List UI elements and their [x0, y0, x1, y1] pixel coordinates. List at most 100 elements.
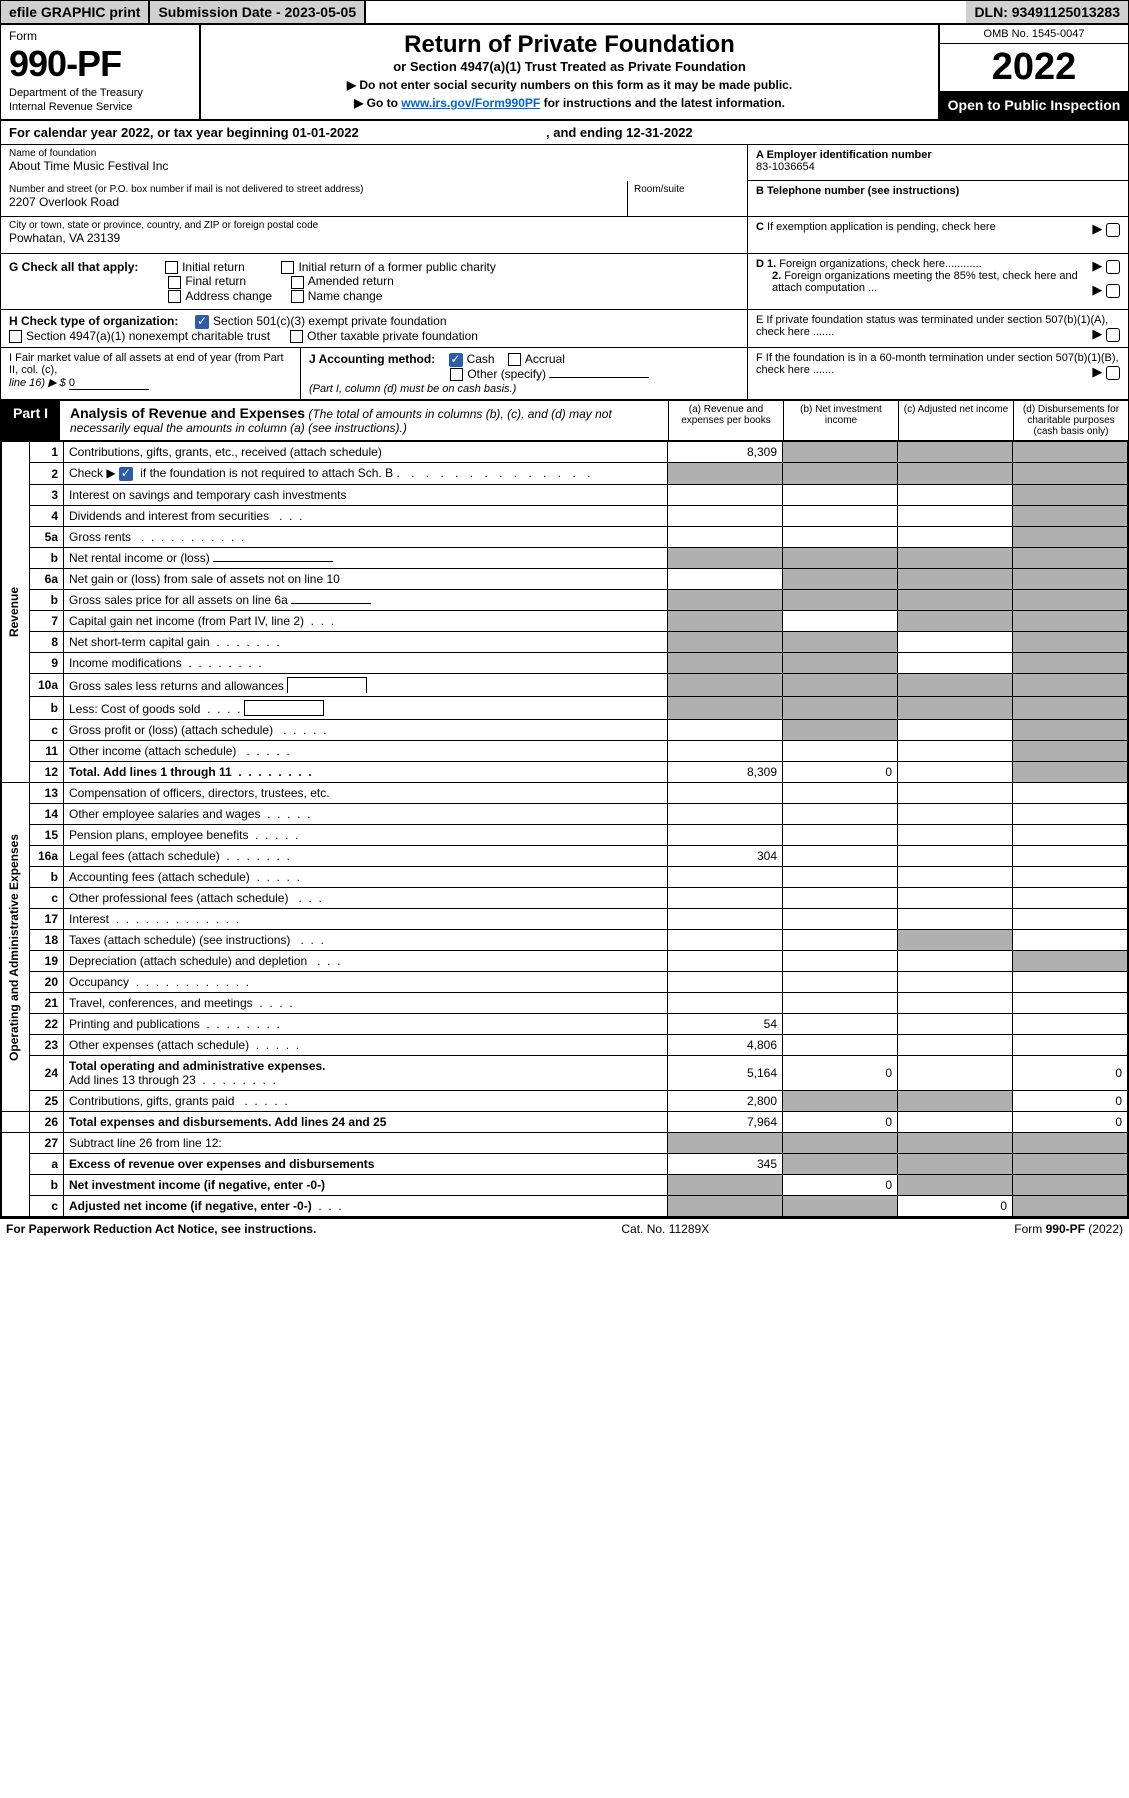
h-other-check[interactable] — [290, 330, 303, 343]
r10a-num: 10a — [30, 674, 64, 697]
phone-label: B Telephone number (see instructions) — [756, 185, 959, 197]
r17-num: 17 — [30, 909, 64, 930]
r12-desc: Total. Add lines 1 through 11 . . . . . … — [64, 762, 668, 783]
dln-value: 93491125013283 — [1012, 4, 1120, 20]
r23-num: 23 — [30, 1035, 64, 1056]
r14-desc: Other employee salaries and wages . . . … — [64, 804, 668, 825]
r27a-a: 345 — [668, 1154, 783, 1175]
efile-tag: efile GRAPHIC print — [1, 1, 150, 23]
g-amended-check[interactable] — [291, 276, 304, 289]
r3-num: 3 — [30, 485, 64, 506]
i-box: I Fair market value of all assets at end… — [1, 348, 301, 399]
r11-desc: Other income (attach schedule) . . . . . — [64, 741, 668, 762]
ein-value: 83-1036654 — [756, 161, 815, 173]
info-left-col: Name of foundation About Time Music Fest… — [1, 145, 748, 253]
revenue-side-label: Revenue — [7, 587, 21, 637]
r22-desc: Printing and publications . . . . . . . … — [64, 1014, 668, 1035]
r2-check[interactable]: ✓ — [119, 467, 133, 481]
foundation-name: About Time Music Festival Inc — [9, 159, 739, 173]
open-inspection: Open to Public Inspection — [940, 91, 1128, 119]
j-accrual-check[interactable] — [508, 353, 521, 366]
col-c-hdr: (c) Adjusted net income — [898, 401, 1013, 440]
h-501c3-check[interactable]: ✓ — [195, 315, 209, 329]
r2-num: 2 — [30, 463, 64, 485]
part1-table: Revenue 1 Contributions, gifts, grants, … — [1, 441, 1128, 1217]
r6b-num: b — [30, 590, 64, 611]
tax-year: 2022 — [940, 44, 1128, 91]
r24-num: 24 — [30, 1056, 64, 1091]
r16a-desc: Legal fees (attach schedule) . . . . . .… — [64, 846, 668, 867]
r18-num: 18 — [30, 930, 64, 951]
g-initial-return-check[interactable] — [165, 261, 178, 274]
h-4947-check[interactable] — [9, 330, 22, 343]
g-o3: Address change — [185, 289, 272, 303]
r5a-desc: Gross rents . . . . . . . . . . . — [64, 527, 668, 548]
r6b-desc: Gross sales price for all assets on line… — [64, 590, 668, 611]
cal-text2: , and ending — [546, 125, 626, 140]
r27c-desc: Adjusted net income (if negative, enter … — [64, 1196, 668, 1217]
r13-num: 13 — [30, 783, 64, 804]
r20-desc: Occupancy . . . . . . . . . . . . — [64, 972, 668, 993]
g-name-change-check[interactable] — [291, 290, 304, 303]
r8-desc: Net short-term capital gain . . . . . . … — [64, 632, 668, 653]
j-cash-check[interactable]: ✓ — [449, 353, 463, 367]
g-final-return-check[interactable] — [168, 276, 181, 289]
r3-desc: Interest on savings and temporary cash i… — [64, 485, 668, 506]
j-o1: Cash — [467, 352, 495, 366]
f-label: F If the foundation is in a 60-month ter… — [756, 352, 1119, 376]
r10a-desc: Gross sales less returns and allowances — [64, 674, 668, 697]
g-label: G Check all that apply: — [9, 260, 138, 274]
r16b-desc: Accounting fees (attach schedule) . . . … — [64, 867, 668, 888]
form-container: efile GRAPHIC print Submission Date - 20… — [0, 0, 1129, 1218]
foundation-address: 2207 Overlook Road — [9, 195, 619, 209]
r10b-num: b — [30, 697, 64, 720]
r27b-b: 0 — [783, 1175, 898, 1196]
h-box: H Check type of organization: ✓Section 5… — [1, 310, 748, 347]
h-o2: Section 4947(a)(1) nonexempt charitable … — [26, 329, 270, 343]
form-label: Form — [9, 29, 191, 43]
note2-pre: ▶ Go to — [354, 96, 401, 110]
irs-link[interactable]: www.irs.gov/Form990PF — [401, 96, 540, 110]
h-o3: Other taxable private foundation — [307, 329, 478, 343]
dept-treasury: Department of the Treasury — [9, 87, 191, 99]
r4-num: 4 — [30, 506, 64, 527]
cal-text1: For calendar year 2022, or tax year begi… — [9, 125, 292, 140]
e-checkbox[interactable] — [1106, 328, 1120, 342]
r19-desc: Depreciation (attach schedule) and deple… — [64, 951, 668, 972]
r4-desc: Dividends and interest from securities .… — [64, 506, 668, 527]
submission-date: Submission Date - 2023-05-05 — [150, 1, 366, 23]
r12-a: 8,309 — [668, 762, 783, 783]
form-subtitle: or Section 4947(a)(1) Trust Treated as P… — [211, 59, 928, 74]
j-o2: Accrual — [525, 352, 565, 366]
r27b-num: b — [30, 1175, 64, 1196]
dln-label: DLN: — [974, 4, 1011, 20]
d1-checkbox[interactable] — [1106, 260, 1120, 274]
note-link: ▶ Go to www.irs.gov/Form990PF for instru… — [211, 96, 928, 110]
r22-a: 54 — [668, 1014, 783, 1035]
f-checkbox[interactable] — [1106, 366, 1120, 380]
g-address-change-check[interactable] — [168, 290, 181, 303]
calendar-year-row: For calendar year 2022, or tax year begi… — [1, 121, 1128, 145]
g-box: G Check all that apply: Initial return I… — [1, 254, 748, 309]
form-header: Form 990-PF Department of the Treasury I… — [1, 25, 1128, 121]
r25-desc: Contributions, gifts, grants paid . . . … — [64, 1091, 668, 1112]
info-right-col: A Employer identification number 83-1036… — [748, 145, 1128, 253]
g-former-public-check[interactable] — [281, 261, 294, 274]
j-other-check[interactable] — [450, 368, 463, 381]
subdate-label: Submission Date - — [158, 4, 284, 20]
r27c-c: 0 — [898, 1196, 1013, 1217]
c-checkbox[interactable] — [1106, 223, 1120, 237]
row-h-e: H Check type of organization: ✓Section 5… — [1, 310, 1128, 348]
r27c-num: c — [30, 1196, 64, 1217]
d2-checkbox[interactable] — [1106, 284, 1120, 298]
g-o5: Amended return — [308, 274, 394, 288]
info-grid: Name of foundation About Time Music Fest… — [1, 145, 1128, 254]
r26-b: 0 — [783, 1112, 898, 1133]
note2-post: for instructions and the latest informat… — [540, 96, 785, 110]
j-sub: (Part I, column (d) must be on cash basi… — [309, 383, 516, 395]
r27a-num: a — [30, 1154, 64, 1175]
g-o6: Name change — [308, 289, 383, 303]
page-footer: For Paperwork Reduction Act Notice, see … — [0, 1218, 1129, 1239]
r22-num: 22 — [30, 1014, 64, 1035]
r21-desc: Travel, conferences, and meetings . . . … — [64, 993, 668, 1014]
